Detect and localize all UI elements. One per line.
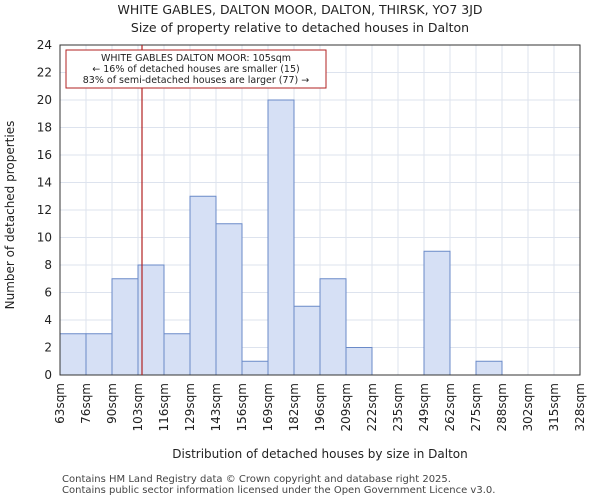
footer-copyright: Contains HM Land Registry data © Crown c… (62, 474, 451, 485)
x-tick-label: 262sqm (443, 383, 457, 431)
histogram-bar-129sqm (189, 195, 217, 376)
histogram-bar-196sqm (319, 278, 347, 376)
x-tick-label: 90sqm (105, 383, 119, 424)
x-tick-label: 235sqm (391, 383, 405, 431)
y-tick-label: 14 (37, 176, 52, 190)
y-tick-label: 10 (37, 231, 52, 245)
histogram-bar-169sqm (267, 99, 295, 376)
histogram-bar-116sqm (163, 333, 191, 376)
x-tick-label: 328sqm (573, 383, 587, 431)
footer-licence: Contains public sector information licen… (62, 485, 496, 496)
histogram-bar-249sqm (423, 250, 451, 376)
x-axis-label: Distribution of detached houses by size … (172, 447, 467, 461)
x-tick-label: 116sqm (157, 383, 171, 431)
chart-title: WHITE GABLES, DALTON MOOR, DALTON, THIRS… (117, 2, 483, 17)
histogram-bar-156sqm (241, 360, 269, 376)
x-tick-label: 156sqm (235, 383, 249, 431)
chart-subtitle: Size of property relative to detached ho… (130, 20, 470, 35)
x-tick-label: 249sqm (417, 383, 431, 431)
y-tick-label: 22 (37, 66, 52, 80)
histogram-bar-143sqm (215, 223, 243, 376)
histogram-bar-209sqm (345, 347, 373, 376)
histogram-bar-182sqm (293, 305, 321, 376)
histogram-bar-63sqm (59, 333, 87, 376)
x-tick-label: 182sqm (287, 383, 301, 431)
histogram-bar-76sqm (85, 333, 113, 376)
histogram-bar-90sqm (111, 278, 139, 376)
x-tick-label: 209sqm (339, 383, 353, 431)
annotation-box: WHITE GABLES DALTON MOOR: 105sqm ← 16% o… (65, 49, 327, 89)
x-tick-label: 288sqm (495, 383, 509, 431)
y-tick-label: 12 (37, 203, 52, 217)
x-tick-label: 222sqm (365, 383, 379, 431)
x-tick-label: 143sqm (209, 383, 223, 431)
annotation-line-property: WHITE GABLES DALTON MOOR: 105sqm (101, 53, 291, 64)
x-tick-label: 76sqm (79, 383, 93, 424)
x-tick-label: 302sqm (521, 383, 535, 431)
y-tick-label: 24 (37, 38, 52, 52)
y-tick-label: 16 (37, 148, 52, 162)
y-tick-label: 2 (44, 341, 52, 355)
x-tick-label: 275sqm (469, 383, 483, 431)
y-tick-label: 18 (37, 121, 52, 135)
x-tick-label: 63sqm (53, 383, 67, 424)
y-tick-label: 4 (44, 313, 52, 327)
y-tick-label: 8 (44, 258, 52, 272)
annotation-line-larger: 83% of semi-detached houses are larger (… (83, 75, 310, 86)
x-tick-label: 315sqm (547, 383, 561, 431)
x-tick-label: 169sqm (261, 383, 275, 431)
y-tick-label: 0 (44, 368, 52, 382)
annotation-border (65, 49, 327, 89)
plot-area-frame (59, 44, 581, 376)
y-tick-label: 20 (37, 93, 52, 107)
annotation-line-smaller: ← 16% of detached houses are smaller (15… (92, 64, 299, 75)
x-tick-label: 103sqm (131, 383, 145, 431)
y-axis-label: Number of detached properties (3, 121, 17, 310)
x-tick-label: 129sqm (183, 383, 197, 431)
y-tick-label: 6 (44, 286, 52, 300)
histogram-bar-275sqm (475, 360, 503, 376)
x-tick-label: 196sqm (313, 383, 327, 431)
